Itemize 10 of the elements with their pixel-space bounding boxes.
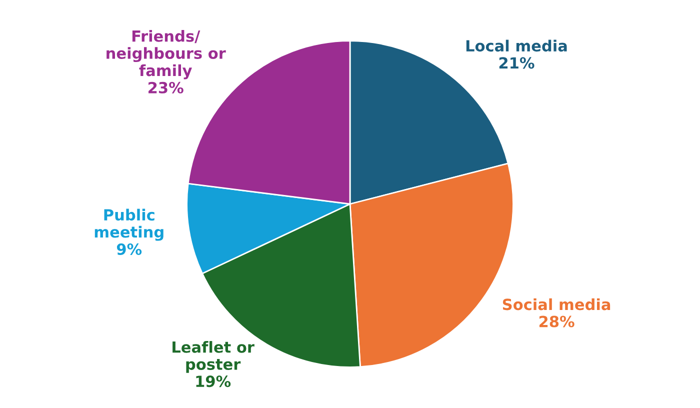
slice-label: Public meeting — [94, 208, 164, 241]
data-label: 23% — [148, 82, 184, 94]
data-label: 9% — [116, 243, 142, 255]
data-label: 28% — [539, 316, 574, 328]
slice-label: Leaflet or poster — [172, 341, 254, 373]
slice-label: Friends/ neighbours or family — [106, 30, 226, 80]
data-label: 21% — [499, 57, 534, 69]
slice-label: Social media — [502, 298, 610, 310]
slice-label: Local media — [466, 40, 567, 52]
data-label: 19% — [196, 376, 231, 388]
